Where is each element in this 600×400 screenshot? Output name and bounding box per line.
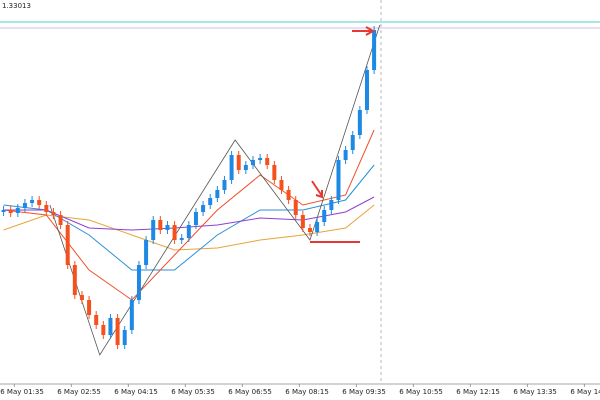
candle-body xyxy=(258,158,263,160)
candle-body xyxy=(165,225,170,230)
candle-body xyxy=(315,222,320,232)
candle-body xyxy=(201,205,206,212)
candle-body xyxy=(129,300,134,330)
candle-body xyxy=(243,165,248,170)
arrow xyxy=(352,26,376,36)
candle-body xyxy=(172,225,177,240)
candle-body xyxy=(236,155,241,170)
candle-body xyxy=(300,215,305,228)
candle-body xyxy=(58,215,63,225)
candle-body xyxy=(151,220,156,240)
x-tick-label: 6 May 05:35 xyxy=(171,388,215,396)
candle-body xyxy=(51,212,56,215)
plot-area xyxy=(0,21,600,356)
x-tick-label: 6 May 01:35 xyxy=(0,388,44,396)
candle-body xyxy=(72,265,77,295)
candle-body xyxy=(144,240,149,265)
candle-body xyxy=(250,160,255,165)
candle-body xyxy=(122,330,127,345)
candle-body xyxy=(329,200,334,210)
indicator-line xyxy=(49,24,381,356)
x-tick-label: 6 May 12:15 xyxy=(456,388,500,396)
candle-body xyxy=(179,238,184,240)
x-tick-label: 6 May 10:55 xyxy=(399,388,443,396)
candle-body xyxy=(265,158,270,165)
candle-body xyxy=(286,190,291,200)
candle-body xyxy=(343,150,348,160)
x-tick-label: 6 May 09:35 xyxy=(342,388,386,396)
candle-body xyxy=(44,205,49,212)
candle-body xyxy=(279,180,284,190)
arrow xyxy=(311,180,323,199)
candle-body xyxy=(372,30,377,70)
candle-body xyxy=(115,318,120,345)
candle-body xyxy=(37,200,42,205)
candle-body xyxy=(357,110,362,135)
candle-body xyxy=(208,198,213,205)
x-tick-label: 6 May 14:55 xyxy=(570,388,600,396)
x-tick-label: 6 May 13:35 xyxy=(513,388,557,396)
candle-body xyxy=(307,228,312,232)
candle-body xyxy=(101,325,106,335)
candle-body xyxy=(94,315,99,325)
price-label: 1.33013 xyxy=(2,2,31,10)
candle-body xyxy=(322,210,327,222)
x-tick-label: 6 May 06:55 xyxy=(228,388,272,396)
candle-body xyxy=(22,203,27,208)
candle-body xyxy=(15,208,20,213)
candle-body xyxy=(1,210,6,212)
candle-body xyxy=(87,300,92,315)
candle-body xyxy=(229,155,234,180)
candle-body xyxy=(272,165,277,180)
candle-body xyxy=(65,225,70,265)
x-tick-label: 6 May 02:55 xyxy=(57,388,101,396)
candle-body xyxy=(108,318,113,335)
x-tick-label: 6 May 04:15 xyxy=(114,388,158,396)
candle-body xyxy=(158,220,163,230)
x-tick-label: 6 May 08:15 xyxy=(285,388,329,396)
candle-body xyxy=(8,210,13,213)
candle-body xyxy=(193,212,198,225)
candle-body xyxy=(79,295,84,300)
candle-body xyxy=(350,135,355,150)
indicator-line xyxy=(3,204,375,251)
candle-body xyxy=(336,160,341,200)
candle-body xyxy=(215,190,220,198)
candle-body xyxy=(30,200,35,203)
candle-body xyxy=(364,70,369,110)
candle-body xyxy=(222,180,227,190)
candle-body xyxy=(186,225,191,238)
candle-body xyxy=(136,265,141,300)
candle-body xyxy=(293,200,298,215)
